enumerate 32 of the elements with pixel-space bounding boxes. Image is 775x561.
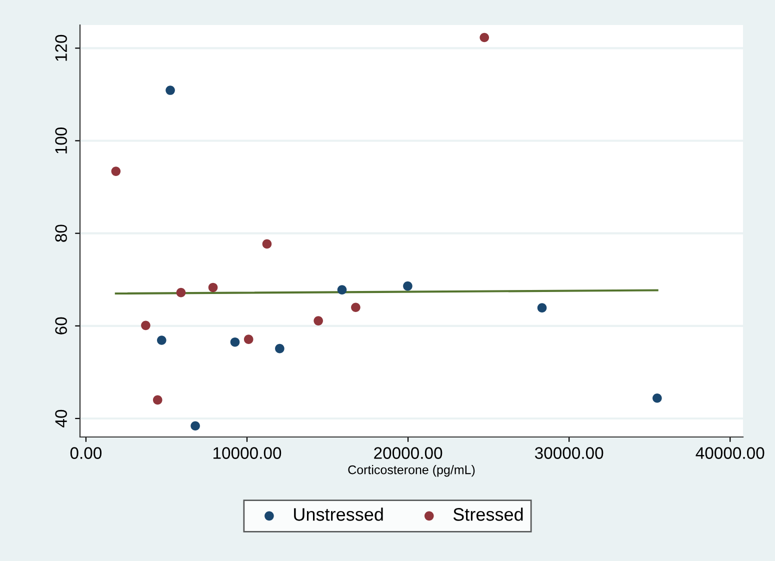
point — [537, 303, 547, 313]
x-tick-label: 0.00 — [70, 447, 102, 459]
x-tick-label: 20000.00 — [374, 447, 442, 459]
point — [190, 421, 200, 431]
point — [111, 166, 121, 176]
point — [262, 239, 272, 249]
y-tick-label: 100 — [55, 127, 67, 154]
point — [480, 32, 490, 42]
x-tick-label: 10000.00 — [214, 447, 282, 459]
point — [351, 302, 360, 312]
legend-label: Unstressed — [294, 508, 383, 521]
point — [152, 395, 162, 405]
point — [244, 334, 254, 344]
legend-label: Stressed — [453, 508, 523, 521]
y-tick-label: 40 — [55, 410, 67, 428]
x-tick-label: 30000.00 — [534, 447, 604, 459]
point — [652, 393, 662, 403]
point — [275, 344, 284, 354]
point — [208, 282, 218, 292]
point — [141, 320, 150, 330]
x-tick-label: 40000.00 — [696, 447, 764, 459]
point — [314, 316, 323, 326]
y-tick-label: 60 — [55, 317, 67, 334]
point — [156, 336, 166, 345]
point — [337, 285, 347, 294]
point — [403, 281, 412, 291]
x-axis-title: Corticosterone (pg/mL) — [348, 465, 475, 477]
y-tick-label: 120 — [55, 34, 67, 61]
point — [230, 337, 240, 347]
point — [166, 86, 175, 95]
y-tick-label: 80 — [55, 224, 67, 242]
point — [176, 288, 186, 298]
